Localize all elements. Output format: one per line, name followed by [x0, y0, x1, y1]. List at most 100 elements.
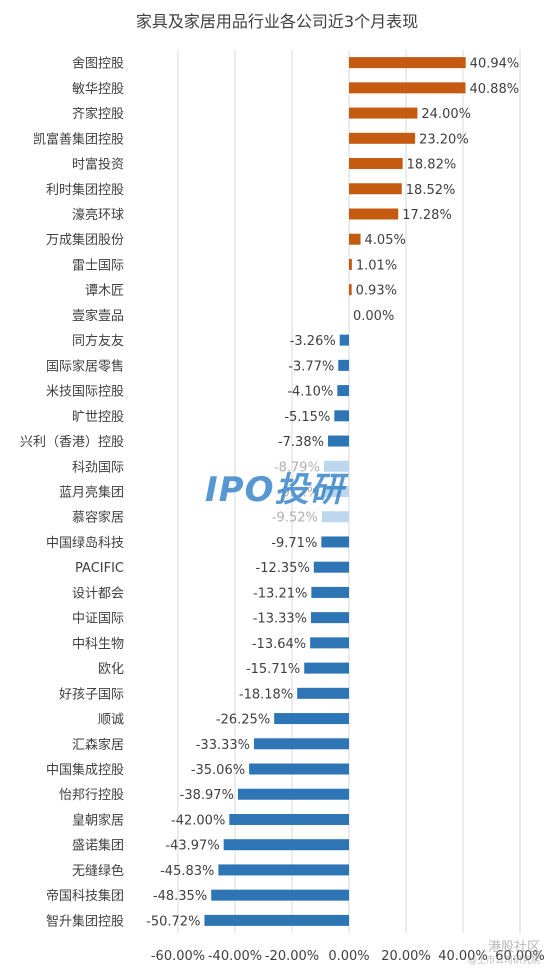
data-label: -50.72% [146, 914, 200, 929]
category-label: 慕容家居 [72, 510, 124, 526]
data-label: -9.52% [272, 511, 318, 526]
bar [349, 284, 352, 296]
category-label: 帝国科技集团 [46, 888, 124, 904]
category-label: 皇朝家居 [72, 812, 124, 828]
category-label: 怡邦行控股 [59, 788, 124, 803]
x-tick-label: 60.00% [495, 949, 545, 964]
bar [223, 839, 349, 851]
bar [338, 359, 349, 371]
data-label: 23.20% [419, 132, 469, 147]
category-label: 米技国际控股 [46, 385, 124, 400]
category-label: 蓝月亮集团 [59, 485, 124, 501]
bar [211, 889, 349, 901]
x-tick-label: 0.00% [328, 949, 369, 964]
data-label: 0.93% [356, 284, 397, 299]
data-label: 1.01% [356, 258, 397, 273]
data-label: -48.35% [153, 889, 207, 904]
category-label: 科劲国际 [72, 460, 124, 475]
data-label: 0.00% [353, 309, 394, 324]
data-label: 18.52% [406, 183, 456, 198]
category-label: 雷士国际 [72, 258, 124, 273]
data-label: -42.00% [171, 813, 225, 828]
bar [204, 914, 349, 926]
bar [349, 258, 352, 270]
bar [334, 410, 349, 422]
category-label: 中证国际 [72, 612, 124, 627]
bar [349, 82, 466, 94]
category-label: 谭木匠 [85, 284, 124, 299]
bar [349, 158, 403, 170]
bar [311, 586, 349, 598]
data-label: 40.88% [470, 82, 520, 97]
x-tick-label: -60.00% [151, 949, 205, 964]
bar [339, 334, 349, 346]
bar [311, 612, 349, 624]
category-label: 壹家壹品 [72, 308, 124, 324]
x-tick-label: -40.00% [208, 949, 262, 964]
watermark-text: IPO投研 [205, 470, 345, 510]
data-label: -7.38% [278, 435, 324, 450]
data-label: -12.35% [256, 561, 310, 576]
data-label: -13.64% [252, 637, 306, 652]
category-label: 设计都会 [72, 586, 124, 601]
category-label: 齐家控股 [72, 106, 124, 122]
bar [349, 107, 418, 119]
x-tick-label: -20.00% [265, 949, 319, 964]
data-label: -35.06% [191, 763, 245, 778]
data-label: -15.71% [246, 662, 300, 677]
bar [218, 864, 349, 876]
category-label: PACIFIC [75, 561, 124, 576]
data-label: -9.71% [271, 536, 317, 551]
bar [349, 132, 416, 144]
data-label: -13.21% [253, 586, 307, 601]
data-label: 24.00% [421, 107, 471, 122]
data-label: -5.15% [284, 410, 330, 425]
bar [310, 637, 349, 649]
category-label: 国际家居零售 [46, 358, 124, 374]
data-label: -33.33% [196, 738, 250, 753]
data-label: -8.79% [274, 460, 320, 475]
category-label: 中国集成控股 [46, 762, 124, 778]
bar [313, 561, 349, 573]
corner-watermark-sub: @上市公司研究院 [467, 956, 540, 966]
data-label: 4.05% [365, 233, 406, 248]
bar [323, 460, 349, 472]
category-label: 凯富善集团控股 [33, 131, 124, 147]
category-label: 兴利（香港）控股 [20, 435, 124, 450]
data-label: 40.94% [470, 57, 520, 72]
bar [321, 536, 349, 548]
data-label: -3.26% [290, 334, 336, 349]
chart-title: 家具及家居用品行业各公司近3个月表现 [135, 12, 419, 31]
bar [297, 687, 349, 699]
category-label: 智升集团控股 [46, 913, 124, 929]
data-label: -38.97% [180, 788, 234, 803]
bar [321, 511, 349, 523]
category-label: 舍图控股 [72, 57, 124, 72]
bar [349, 233, 361, 245]
category-label: 利时集团控股 [46, 182, 124, 198]
bar [229, 813, 349, 825]
data-label: -18.18% [239, 687, 293, 702]
bar [249, 763, 349, 775]
category-label: 无缝绿色 [72, 863, 124, 879]
data-label: -26.25% [216, 713, 270, 728]
category-label: 顺诚 [98, 713, 124, 728]
data-label: -9.…% [277, 486, 319, 501]
category-label: 旷世控股 [72, 410, 124, 425]
category-label: 敏华控股 [72, 82, 124, 97]
category-label: 中国绿岛科技 [46, 535, 124, 551]
category-label: 好孩子国际 [59, 687, 124, 702]
category-label: 濠亮环球 [72, 207, 124, 223]
data-label: 17.28% [402, 208, 452, 223]
bar [274, 713, 349, 725]
bar [327, 435, 349, 447]
data-label: -45.83% [160, 864, 214, 879]
bar [337, 385, 349, 397]
data-label: -3.77% [288, 359, 334, 374]
bar [304, 662, 349, 674]
data-label: 18.82% [407, 158, 457, 173]
data-label: -43.97% [165, 839, 219, 854]
x-tick-label: 20.00% [381, 949, 431, 964]
data-label: -4.10% [287, 385, 333, 400]
